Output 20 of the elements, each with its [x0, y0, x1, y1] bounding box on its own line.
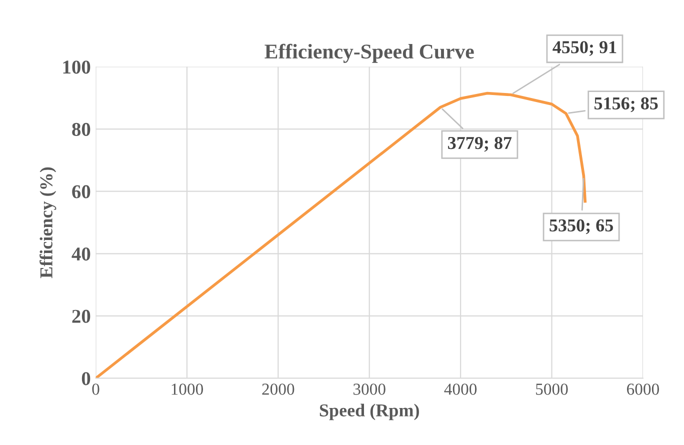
annotation: 4550; 91 [552, 41, 616, 56]
y-tick-label: 80 [72, 122, 90, 136]
y-tick-label: 0 [82, 372, 90, 386]
annotation: 5156; 85 [594, 97, 658, 112]
x-tick-label: 6000 [627, 384, 659, 395]
annotation: 3779; 87 [448, 136, 512, 152]
x-tick-label: 4000 [444, 384, 477, 395]
chart-title: Efficiency-Speed Curve [264, 44, 474, 63]
y-tick-label: 20 [72, 310, 90, 323]
y-tick-label: 100 [63, 60, 90, 74]
x-tick-label: 0 [92, 384, 100, 395]
x-tick-label: 1000 [172, 384, 203, 395]
y-axis-title: Efficiency (%) [40, 167, 56, 278]
y-tick-label: 40 [72, 247, 90, 261]
x-tick-label: 2000 [262, 384, 294, 395]
annotation: 5350; 65 [550, 219, 613, 234]
x-tick-label: 5000 [536, 384, 568, 395]
x-axis-title: Speed (Rpm) [320, 404, 419, 420]
x-tick-label: 3000 [353, 384, 386, 395]
y-tick-label: 60 [72, 185, 90, 198]
